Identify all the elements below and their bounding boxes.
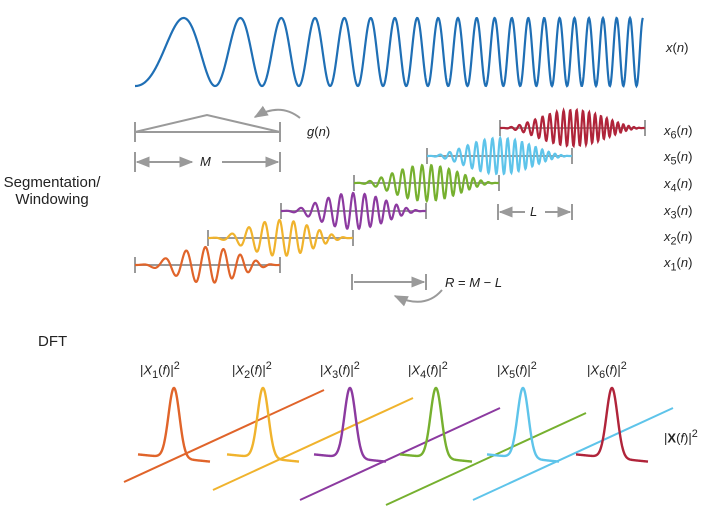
spectrum-peak-4 (399, 386, 473, 463)
signal-label-x: x(n) (666, 40, 689, 55)
spectrum-label-1: |X1(f)|2 (140, 360, 180, 381)
spectrum-label-2: |X2(f)|2 (232, 360, 272, 381)
segmentation-windowing-label: Segmentation/ Windowing (0, 174, 106, 208)
segment-label-x1: x1(n) (664, 255, 693, 274)
spectrum-peak-6 (575, 386, 649, 463)
segment-label-x4: x4(n) (664, 176, 693, 195)
hop-length-marker (351, 274, 427, 290)
spectrum-axis-5 (472, 407, 674, 501)
windowed-segment-2 (208, 218, 353, 257)
chirp-signal-waveform (134, 15, 644, 89)
overlap-length-label: L (530, 204, 538, 219)
spectrum-peak-5 (486, 386, 560, 463)
spectrum-axis-1 (123, 389, 325, 483)
windowed-segment-1 (135, 245, 280, 284)
spectrogram-label: |X(f)|2 (664, 428, 698, 446)
window-pointer-arrow (253, 105, 301, 119)
segment-label-x5: x5(n) (664, 149, 693, 168)
segment-label-x3: x3(n) (664, 203, 693, 222)
spectrum-axis-3 (299, 407, 501, 501)
window-function (134, 113, 281, 142)
windowed-segment-5 (427, 135, 572, 176)
spectrum-label-4: |X4(f)|2 (408, 360, 448, 381)
windowed-segment-6 (500, 107, 645, 149)
spectrum-label-5: |X5(f)|2 (497, 360, 537, 381)
window-length-marker (134, 152, 281, 172)
spectrum-peak-2 (226, 386, 300, 463)
segment-label-x2: x2(n) (664, 229, 693, 248)
segment-label-x6: x6(n) (664, 123, 693, 142)
segmentation-label-line2: Windowing (15, 191, 89, 208)
window-label-g: g(n) (307, 124, 331, 139)
segmentation-label-line1: Segmentation/ (3, 174, 101, 191)
hop-length-label: R = M − L (445, 275, 503, 290)
dft-label: DFT (38, 333, 68, 350)
hop-pointer-arrow (393, 289, 443, 307)
window-length-label: M (200, 154, 211, 169)
spectrum-peak-3 (313, 386, 387, 463)
spectrum-axis-4 (385, 412, 587, 506)
overlap-length-marker (497, 204, 573, 220)
windowed-segments (134, 107, 646, 284)
spectrum-axis-2 (212, 397, 414, 491)
windowed-segment-4 (354, 163, 499, 204)
spectrum-label-3: |X3(f)|2 (320, 360, 360, 381)
spectrum-peak-1 (137, 386, 211, 463)
windowed-segment-3 (281, 191, 426, 231)
segment-spectra (123, 386, 674, 506)
spectrum-label-6: |X6(f)|2 (587, 360, 627, 381)
